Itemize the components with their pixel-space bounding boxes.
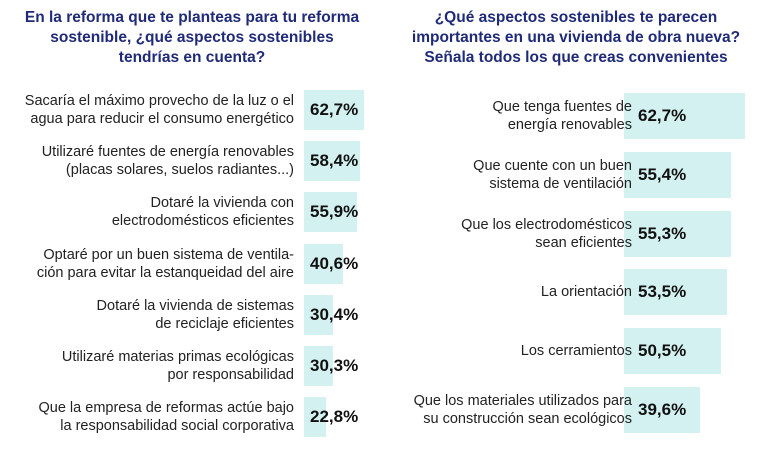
right-value-label: 55,3%: [638, 223, 687, 243]
left-category-line: por responsabilidad: [167, 367, 294, 383]
left-value-label: 22,8%: [310, 407, 359, 427]
right-value-label: 53,5%: [638, 282, 687, 302]
right-category-label: Que cuente con un buen sistema de ventila…: [384, 152, 632, 198]
right-category-label: Que tenga fuentes de energía renovables: [384, 93, 632, 139]
left-bar: [304, 346, 333, 386]
left-category-line: Utilizaré fuentes de energía renovables: [41, 144, 294, 161]
left-row: Dotaré la vivienda de sistemas de recicla…: [0, 294, 384, 335]
right-title-line-1: ¿Qué aspectos sostenibles te parecen: [434, 9, 718, 26]
right-category-line: Que los electrodomésticos: [461, 216, 632, 233]
left-category-label: Sacaría el máximo provecho de la luz o e…: [0, 90, 294, 130]
right-value-label: 39,6%: [638, 400, 687, 419]
left-row: Que la empresa de reformas actúe bajo la …: [0, 397, 384, 438]
right-bar: [624, 151, 731, 198]
left-category-line: de reciclaje eficientes: [155, 315, 294, 332]
left-category-label: Optaré por un buen sistema de ventila-ci…: [0, 244, 294, 284]
right-category-label: Que los electrodomésticos sean eficientes: [384, 211, 632, 257]
right-row: Que tenga fuentes de energía renovables 62…: [384, 93, 768, 139]
right-category-line: sistema de ventilación: [489, 175, 632, 192]
right-row: Que los materiales utilizados para su con…: [384, 387, 768, 433]
right-category-line: energía renovables: [507, 117, 632, 133]
right-title-line-3: Señala todos los que creas convenientes: [424, 49, 728, 66]
left-category-label: Dotaré la vivienda con electrodomésticos …: [0, 192, 294, 232]
left-category-line: Dotaré la vivienda con: [150, 195, 294, 212]
right-row: Que los electrodomésticos sean eficientes…: [384, 210, 768, 257]
right-category-label: Que los materiales utilizados para su con…: [384, 387, 632, 433]
right-chart-title: ¿Qué aspectos sostenibles te parecen imp…: [384, 8, 768, 68]
left-category-label: Utilizaré fuentes de energía renovables(…: [0, 141, 294, 181]
right-bar: [624, 93, 745, 139]
left-bar: [304, 294, 333, 335]
right-row: Los cerramientos 50,5%: [384, 328, 768, 375]
left-row: Sacaría el máximo provecho de la luz o e…: [0, 90, 384, 130]
right-value-label: 62,7%: [638, 106, 687, 125]
left-bar: [304, 397, 326, 438]
right-value-label: 50,5%: [638, 341, 687, 361]
right-category-label: Los cerramientos: [384, 328, 632, 374]
right-category-line: Que tenga fuentes de: [492, 99, 632, 115]
left-value-label: 55,9%: [310, 202, 359, 222]
right-value-label: 55,4%: [638, 164, 687, 184]
left-category-line: ción para evitar la estanqueidad del air…: [36, 264, 294, 281]
left-category-line: Utilizaré materias primas ecológicas: [61, 349, 294, 365]
left-row: Utilizaré materias primas ecológicas por …: [0, 346, 384, 386]
right-bar: [624, 210, 731, 257]
left-title-line-1: En la reforma que te planteas para tu re…: [24, 9, 360, 26]
right-bar: [624, 387, 700, 433]
left-value-label: 30,4%: [310, 304, 359, 324]
left-value-label: 62,7%: [310, 100, 359, 119]
left-value-label: 30,3%: [310, 356, 359, 375]
right-category-label: La orientación: [384, 269, 632, 315]
left-bar: [304, 192, 357, 233]
left-bar: [304, 141, 360, 182]
right-category-line: La orientación: [540, 284, 632, 301]
right-bar: [624, 328, 721, 375]
left-category-line: Dotaré la vivienda de sistemas: [96, 297, 294, 314]
left-value-label: 58,4%: [310, 151, 359, 171]
left-category-line: la responsabilidad social corporativa: [60, 418, 294, 435]
right-row: Que cuente con un buen sistema de ventila…: [384, 151, 768, 198]
left-row: Utilizaré fuentes de energía renovables(…: [0, 141, 384, 182]
left-category-line: Que la empresa de reformas actúe bajo: [38, 400, 295, 417]
left-title-line-3: tendrías en cuenta?: [118, 49, 266, 66]
right-category-line: sean eficientes: [535, 234, 632, 251]
left-category-line: electrodomésticos eficientes: [111, 213, 294, 230]
right-category-line: Los cerramientos: [520, 343, 632, 360]
right-row: La orientación 53,5%: [384, 269, 768, 316]
right-title-line-2: importantes en una vivienda de obra nuev…: [411, 29, 741, 46]
left-chart-title: En la reforma que te planteas para tu re…: [0, 8, 384, 68]
right-category-line: su construcción sean ecológicos: [423, 411, 632, 427]
left-category-label: Que la empresa de reformas actúe bajo la …: [0, 397, 295, 437]
left-category-line: agua para reducir el consumo energético: [30, 111, 294, 127]
left-bar: [304, 243, 343, 284]
left-title-line-2: sostenible, ¿qué aspectos sostenibles: [50, 29, 334, 46]
right-bar: [624, 269, 727, 316]
left-category-label: Utilizaré materias primas ecológicas por …: [0, 346, 294, 386]
right-category-line: Que los materiales utilizados para: [413, 393, 632, 409]
left-value-label: 40,6%: [310, 253, 359, 273]
left-category-label: Dotaré la vivienda de sistemas de recicla…: [0, 295, 294, 335]
left-row: Dotaré la vivienda con electrodomésticos …: [0, 192, 384, 233]
left-row: Optaré por un buen sistema de ventila-ci…: [0, 243, 384, 284]
left-bar: [304, 90, 364, 130]
left-category-line: Sacaría el máximo provecho de la luz o e…: [24, 93, 294, 109]
left-category-line: Optaré por un buen sistema de ventila-: [43, 246, 294, 263]
right-category-line: Que cuente con un buen: [473, 157, 632, 174]
left-category-line: (placas solares, suelos radiantes...): [65, 162, 294, 179]
